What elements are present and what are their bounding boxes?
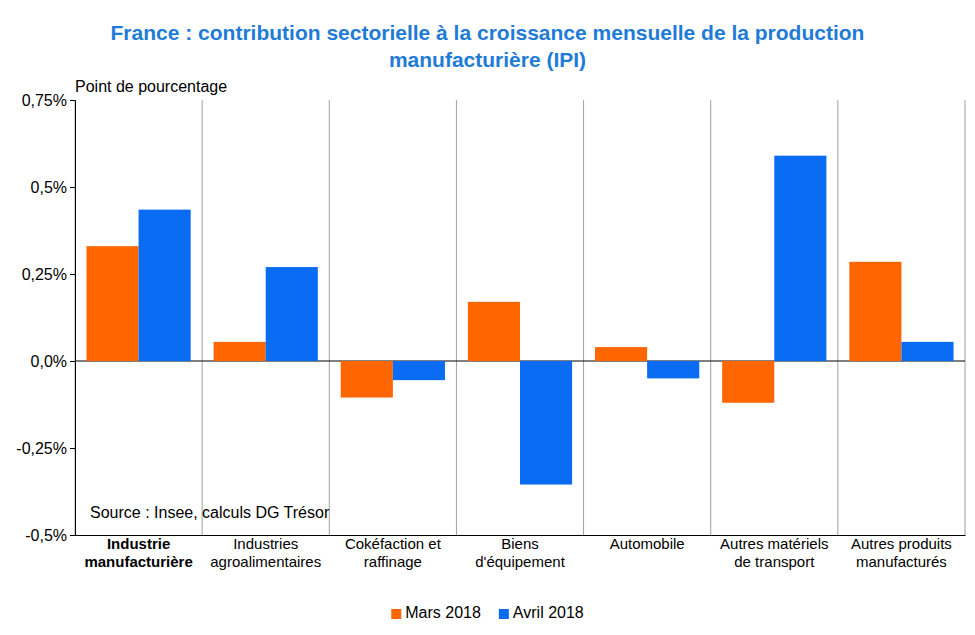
x-tick-label: Autres matérielsde transport [720,535,828,570]
y-tick-label: -0,5% [25,527,67,544]
bar [520,361,572,485]
grid-line [837,100,838,535]
x-tick: Autres produitsmanufacturés [851,535,952,570]
x-tick-label: Biensd'équipement [475,535,565,570]
x-tick: Industriemanufacturière [84,535,192,570]
y-axis-line [70,101,76,536]
x-tick-label: Cokéfaction etraffinage [345,535,442,570]
legend-item: Mars 2018 [391,604,481,621]
legend-item: Avril 2018 [499,604,584,621]
y-tick-label: 0,0% [31,353,67,370]
bars [86,156,953,485]
y-tick: 0,5% [31,179,75,196]
y-axis: -0,5% -0,25% 0,0% 0,25% 0,5% 0,75% [16,92,75,544]
y-tick: -0,25% [16,440,75,457]
x-tick: Autres matérielsde transport [720,535,828,570]
bar [266,267,318,361]
legend-label: Mars 2018 [405,604,481,621]
y-tick-label: 0,25% [22,266,67,283]
bar [774,156,826,361]
bar [901,342,953,361]
x-tick: Automobile [610,535,685,552]
legend: Mars 2018 Avril 2018 [391,604,584,621]
grid-line [583,100,584,535]
y-tick-mark [70,361,75,362]
y-tick: -0,5% [25,527,75,544]
grid-line [456,100,457,535]
bar [214,342,266,361]
grid-line [329,100,330,535]
x-tick-label: Automobile [610,535,685,552]
x-tick: Biensd'équipement [475,535,565,570]
bar [393,361,445,380]
title: France : contribution sectorielle à la c… [111,21,865,71]
legend-label: Avril 2018 [513,604,584,621]
legend-swatch [391,609,401,619]
bar [647,361,699,378]
x-tick-label: Industriemanufacturière [84,535,192,570]
y-axis-title: Point de pourcentage [75,78,227,95]
annotation: Source : Insee, calculs DG Trésor [90,504,330,521]
y-tick-mark [70,535,75,536]
y-tick-label: 0,75% [22,92,67,109]
grid-line [965,100,966,535]
x-tick: Cokéfaction etraffinage [345,535,442,570]
y-tick: 0,25% [22,266,75,283]
grid [75,100,965,535]
bar [341,361,393,398]
y-tick-mark [70,187,75,188]
y-tick: 0,0% [31,353,75,370]
x-tick: Industriesagroalimentaires [210,535,321,570]
y-tick-label: 0,5% [31,179,67,196]
y-tick-mark [70,448,75,449]
legend-swatch [499,609,509,619]
x-tick-label: Industriesagroalimentaires [210,535,321,570]
grid-line [710,100,711,535]
y-tick: 0,75% [22,92,75,109]
bar [86,246,138,361]
y-tick-mark [70,100,75,101]
bar [595,347,647,361]
y-tick-mark [70,274,75,275]
grid-line [202,100,203,535]
y-tick-label: -0,25% [16,440,67,457]
bar [722,361,774,403]
bar [468,302,520,361]
x-axis: Industriemanufacturière Industriesagroali… [76,535,966,570]
bar [849,262,901,361]
chart: France : contribution sectorielle à la c… [0,0,975,635]
bar [139,210,191,361]
x-tick-label: Autres produitsmanufacturés [851,535,952,570]
